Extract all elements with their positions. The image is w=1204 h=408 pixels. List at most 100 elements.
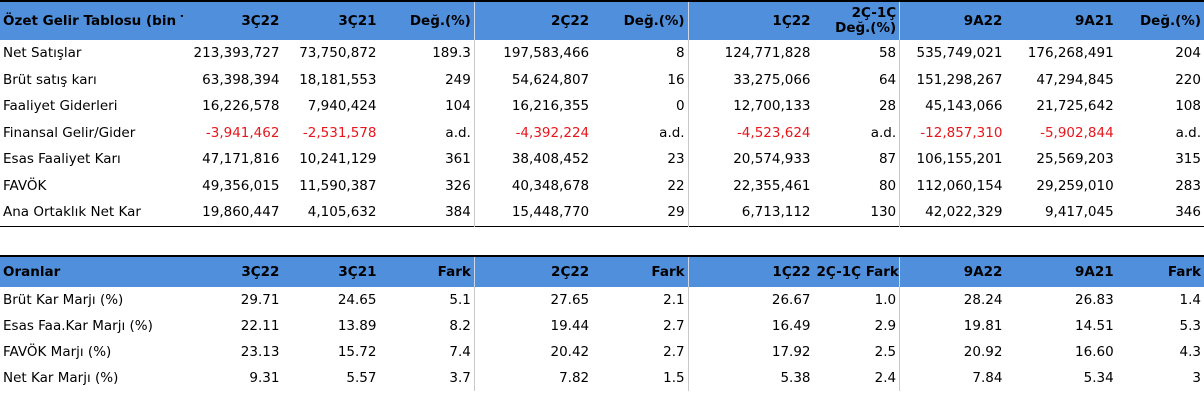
table-cell: 8 — [592, 40, 689, 67]
table-cell: 4,105,632 — [307, 204, 377, 221]
table-cell: 9,417,045 — [1044, 204, 1114, 221]
table-cell: 130 — [813, 199, 901, 226]
table-cell: 22.11 — [240, 317, 280, 334]
table-cell: 213,393,727 — [193, 45, 280, 62]
table-cell: 0 — [592, 93, 689, 120]
row-label: Brüt Kar Marjı (%) — [3, 291, 124, 308]
table-cell: 19,860,447 — [202, 204, 280, 221]
row-label: Faaliyet Giderleri — [3, 98, 118, 115]
table-cell: 54,624,807 — [511, 71, 590, 88]
table-gap — [0, 227, 1204, 255]
table-cell: 16.60 — [1075, 343, 1114, 360]
table-cell: 20.92 — [963, 343, 1003, 360]
table-cell: 3.7 — [379, 364, 475, 391]
table-cell: 40,348,678 — [511, 177, 590, 194]
table-cell: 3 — [1192, 369, 1201, 386]
table-cell: 23.13 — [240, 343, 280, 360]
table-cell: 1.5 — [592, 364, 689, 391]
table-cell: 33,275,066 — [733, 71, 811, 88]
table-cell: 9.31 — [249, 369, 280, 386]
table-cell: 7.84 — [972, 369, 1003, 386]
table-cell: 16,226,578 — [202, 98, 280, 115]
table-cell: -4,523,624 — [736, 124, 811, 141]
table-cell: 28 — [813, 93, 901, 120]
table-cell: -12,857,310 — [920, 124, 1003, 141]
table-cell: 19.81 — [963, 317, 1003, 334]
table-cell: 58 — [813, 40, 901, 67]
income-statement-table: Özet Gelir Tablosu (bin TL) 3Ç22 3Ç21 De… — [0, 0, 1204, 227]
table-cell: 45,143,066 — [925, 98, 1003, 115]
table-cell: 7.82 — [559, 369, 590, 386]
col-header: 3Ç21 — [282, 254, 380, 287]
table-cell: 73,750,872 — [299, 45, 377, 62]
table-cell: 26.67 — [771, 291, 811, 308]
table-cell: 220 — [1175, 71, 1201, 88]
table-row: Ana Ortaklık Net Kar 19,860,447 4,105,632 3… — [0, 199, 1204, 226]
table-cell: 124,771,828 — [724, 45, 811, 62]
row-label: Brüt satış karı — [3, 71, 97, 88]
table-cell: 112,060,154 — [916, 177, 1003, 194]
col-header: 3Ç22 — [183, 254, 283, 287]
table-cell: 28.24 — [963, 291, 1003, 308]
table-cell: 2.7 — [592, 312, 689, 339]
table-cell: 11,590,387 — [299, 177, 377, 194]
table-cell: 2.5 — [813, 338, 901, 365]
table-cell: a.d. — [379, 119, 475, 146]
row-label: Net Satışlar — [3, 45, 82, 62]
ratios-table: Oranlar 3Ç22 3Ç21 Fark 2Ç22 Fark 1Ç22 2Ç… — [0, 254, 1204, 391]
table-row: Net Satışlar 213,393,727 73,750,872 189.3 19… — [0, 40, 1204, 67]
table-row: Net Kar Marjı (%) 9.31 5.57 3.7 7.82 1.5 5.38 2… — [0, 364, 1204, 391]
table-cell: a.d. — [592, 119, 689, 146]
table-cell: 384 — [379, 199, 475, 226]
table-cell: 535,749,021 — [916, 45, 1003, 62]
table-cell: 7.4 — [379, 338, 475, 365]
col-header: 2Ç22 — [474, 0, 593, 40]
table-cell: 13.89 — [337, 317, 377, 334]
col-header: Değ.(%) — [379, 0, 475, 40]
table-cell: 4.3 — [1179, 343, 1201, 360]
row-label: FAVÖK Marjı (%) — [3, 343, 112, 360]
table-cell: 1.4 — [1179, 291, 1201, 308]
table-cell: 283 — [1175, 177, 1201, 194]
table-cell: 21,725,642 — [1036, 98, 1114, 115]
col-header: 2Ç-1Ç Fark — [813, 254, 901, 287]
row-label: Finansal Gelir/Gider — [3, 124, 136, 141]
col-header: 9A22 — [899, 254, 1006, 287]
table-cell: 1.0 — [813, 286, 901, 313]
col-header: Fark — [1116, 254, 1204, 287]
table-cell: 189.3 — [379, 40, 475, 67]
table-cell: 49,356,015 — [202, 177, 280, 194]
table-cell: a.d. — [1175, 124, 1201, 141]
table-cell: 47,171,816 — [202, 151, 280, 168]
table-cell: 23 — [592, 146, 689, 173]
table-cell: 18,181,553 — [299, 71, 377, 88]
table-cell: 346 — [1175, 204, 1201, 221]
table-cell: 5.1 — [379, 286, 475, 313]
row-label: Ana Ortaklık Net Kar — [3, 204, 141, 221]
table-row: Brüt satış karı 63,398,394 18,181,553 249 54… — [0, 66, 1204, 93]
income-title: Özet Gelir Tablosu (bin TL) — [0, 0, 184, 40]
ratios-header-row: Oranlar 3Ç22 3Ç21 Fark 2Ç22 Fark 1Ç22 2Ç… — [0, 254, 1204, 287]
table-cell: 2.1 — [592, 286, 689, 313]
table-cell: -4,392,224 — [515, 124, 590, 141]
table-row: Esas Faa.Kar Marjı (%) 22.11 13.89 8.2 19.44… — [0, 312, 1204, 339]
table-cell: 10,241,129 — [299, 151, 377, 168]
col-header: Değ.(%) — [1116, 0, 1204, 40]
table-cell: 20.42 — [550, 343, 590, 360]
col-header: 9A21 — [1005, 0, 1117, 40]
table-cell: 5.34 — [1083, 369, 1114, 386]
table-row: Esas Faaliyet Karı 47,171,816 10,241,129 36… — [0, 146, 1204, 173]
table-cell: 63,398,394 — [202, 71, 280, 88]
row-label: FAVÖK — [3, 177, 47, 194]
row-label: Esas Faa.Kar Marjı (%) — [3, 317, 153, 334]
table-cell: 15.72 — [337, 343, 377, 360]
col-header: Fark — [592, 254, 689, 287]
table-row: FAVÖK 49,356,015 11,590,387 326 40,348,678 22… — [0, 172, 1204, 199]
table-cell: 19.44 — [550, 317, 590, 334]
table-cell: 5.3 — [1179, 317, 1201, 334]
col-header: Fark — [379, 254, 475, 287]
table-cell: 108 — [1175, 98, 1201, 115]
table-cell: 25,569,203 — [1036, 151, 1114, 168]
table-cell: 29.71 — [240, 291, 280, 308]
table-cell: 22,355,461 — [733, 177, 811, 194]
